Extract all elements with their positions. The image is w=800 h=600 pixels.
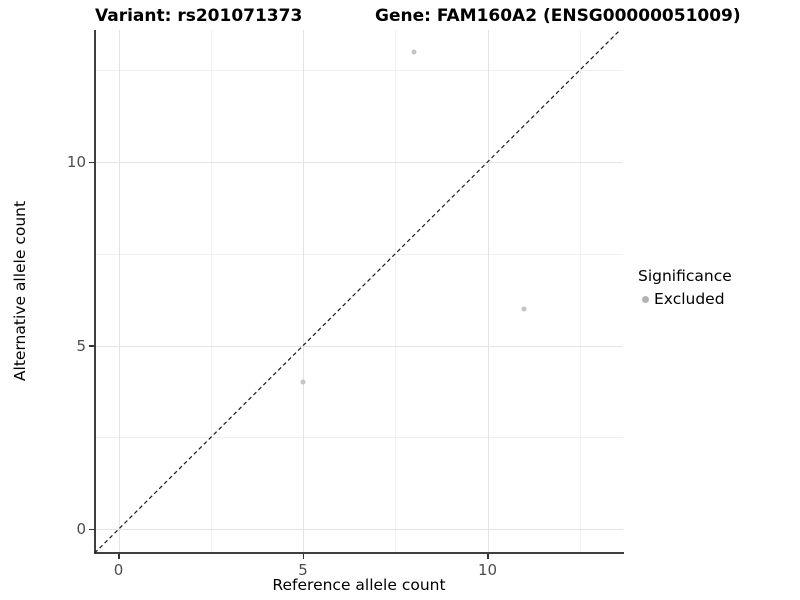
legend-title: Significance <box>638 267 732 285</box>
plot-title-gene: Gene: FAM160A2 (ENSG00000051009) <box>375 6 741 26</box>
legend-item-label: Excluded <box>654 290 725 308</box>
x-tick-label: 10 <box>477 561 498 579</box>
y-tick-label: 10 <box>66 153 86 171</box>
y-tick-mark <box>89 528 94 531</box>
data-point <box>300 379 306 385</box>
gridline-x-minor <box>579 30 581 553</box>
x-axis-line <box>94 552 624 554</box>
gridline-y-major <box>95 529 623 531</box>
legend-point-icon <box>642 295 649 303</box>
y-tick-mark <box>89 345 94 347</box>
legend-item: Excluded <box>638 290 732 308</box>
x-tick-mark <box>302 554 304 559</box>
gridline-x-minor <box>210 30 212 553</box>
x-tick-label: 0 <box>113 561 124 579</box>
plot-title-variant: Variant: rs201071373 <box>95 6 303 26</box>
x-tick-label: 5 <box>298 561 308 579</box>
y-tick-mark <box>89 161 94 163</box>
y-tick-label: 0 <box>76 520 86 539</box>
gridline-y-minor <box>95 437 623 439</box>
y-tick-label: 5 <box>76 336 86 355</box>
legend-items: Excluded <box>638 290 732 308</box>
x-axis-title: Reference allele count <box>272 576 446 594</box>
gridline-y-major <box>95 162 623 163</box>
y-axis-title: Alternative allele count <box>11 200 29 382</box>
gridline-x-major <box>118 30 120 553</box>
gridline-y-minor <box>95 253 623 255</box>
gridline-x-major <box>487 30 489 553</box>
x-tick-mark <box>118 554 120 559</box>
data-point <box>411 49 417 55</box>
y-axis-line <box>94 30 96 554</box>
identity-dashed-line <box>94 29 621 554</box>
gridline-x-major <box>303 30 304 553</box>
legend: Significance Excluded <box>638 267 732 308</box>
gridline-x-minor <box>395 30 397 553</box>
gridline-y-major <box>95 345 623 347</box>
data-point <box>521 306 527 312</box>
gridline-y-minor <box>95 70 623 72</box>
x-tick-mark <box>487 554 489 559</box>
